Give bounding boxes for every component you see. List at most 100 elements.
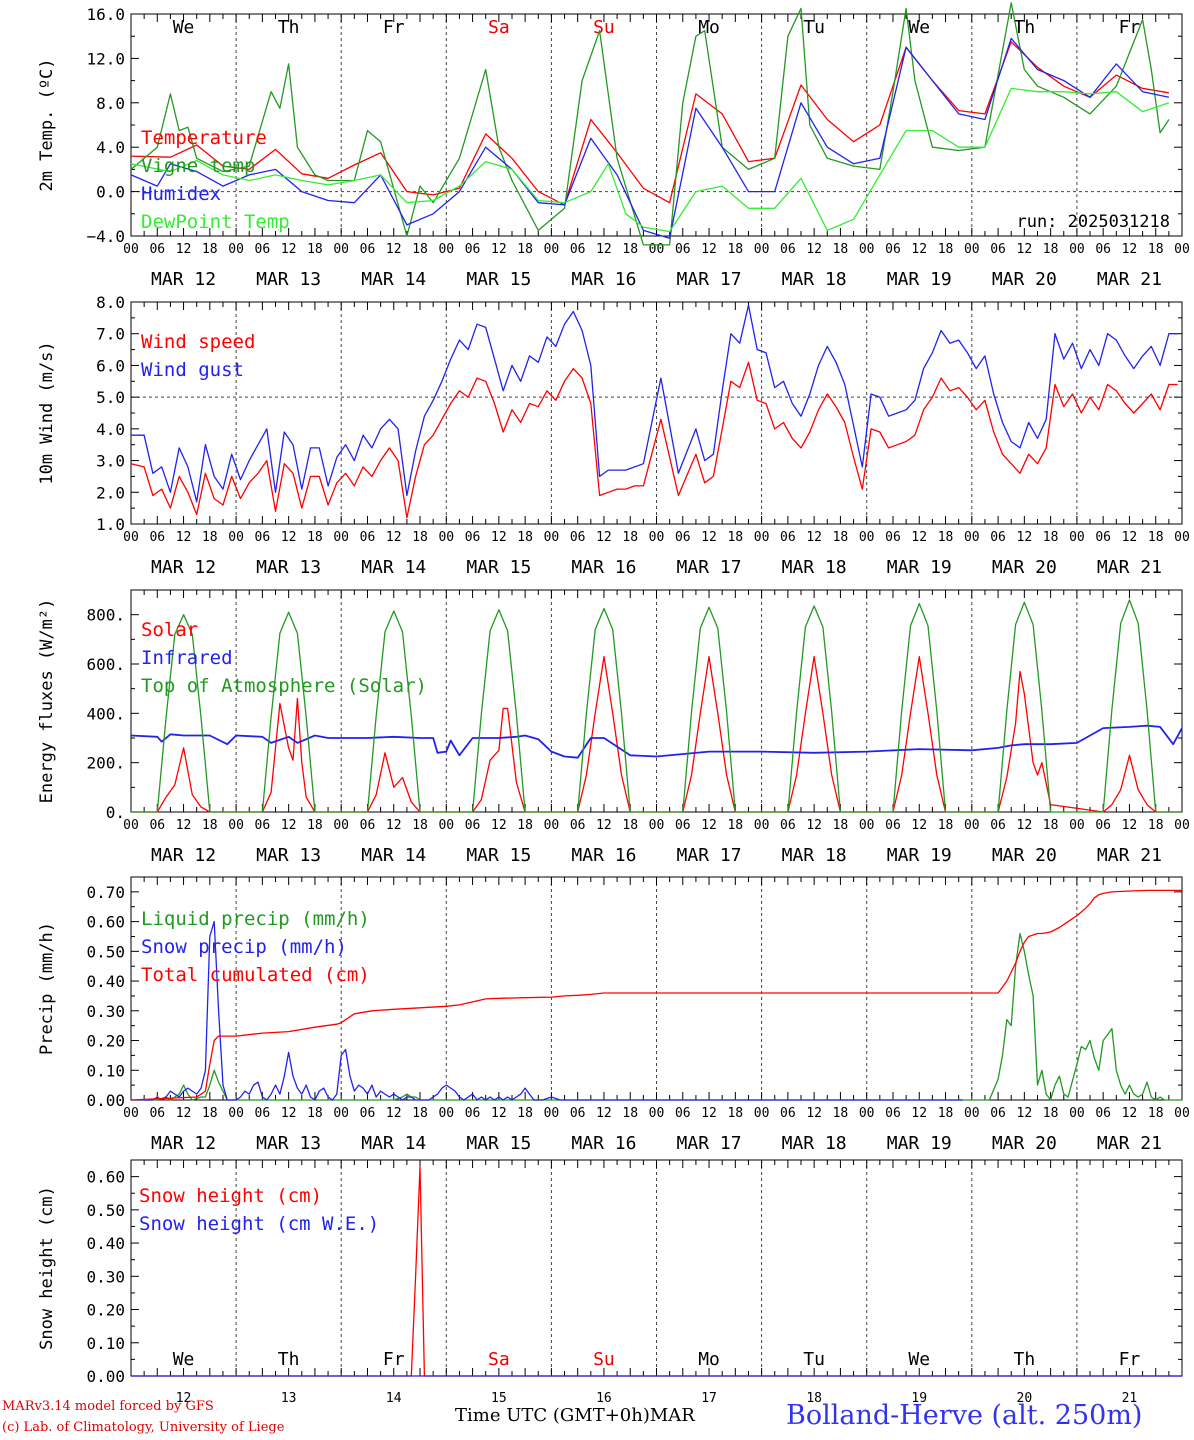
hour-tick-label: 12: [176, 1106, 192, 1121]
hour-tick-label: 06: [990, 530, 1006, 545]
date-label: MAR 16: [571, 557, 636, 578]
series-line-total-cumulated-cm-: [130, 889, 1182, 1101]
hour-tick-label: 00: [228, 818, 244, 833]
y-tick-label: 0.50: [86, 1201, 125, 1220]
date-label: MAR 14: [361, 269, 426, 290]
hour-tick-label: 18: [938, 1106, 954, 1121]
date-label: MAR 12: [151, 557, 216, 578]
day-number-label: 14: [386, 1391, 402, 1406]
y-tick-label: 400.: [86, 704, 125, 723]
hour-tick-label: 00: [123, 1106, 139, 1121]
hour-tick-label: 06: [990, 818, 1006, 833]
weekday-label: Sa: [488, 1349, 510, 1370]
hour-tick-label: 06: [360, 530, 376, 545]
hour-tick-label: 00: [1174, 530, 1190, 545]
date-label: MAR 17: [677, 269, 742, 290]
hour-tick-label: 12: [806, 530, 822, 545]
date-label: MAR 20: [992, 845, 1057, 866]
hour-tick-label: 00: [123, 530, 139, 545]
chart-panel-1: −4.0 0.0 4.0 8.0 12.0 16.0 2m Temp. (ºC) 00 06 12…: [37, 2, 1190, 290]
hour-tick-label: 06: [570, 530, 586, 545]
hour-tick-label: 12: [281, 818, 297, 833]
weekday-label: We: [908, 17, 930, 38]
hour-tick-label: 06: [780, 530, 796, 545]
hour-tick-label: 12: [911, 1106, 927, 1121]
date-label: MAR 16: [571, 1133, 636, 1154]
hour-tick-label: 06: [780, 818, 796, 833]
hour-tick-label: 00: [333, 1106, 349, 1121]
hour-tick-label: 00: [1069, 818, 1085, 833]
hour-tick-label: 00: [438, 530, 454, 545]
date-label: MAR 16: [571, 269, 636, 290]
hour-tick-label: 12: [596, 1106, 612, 1121]
legend-entry: Snow height (cm W.E.): [139, 1213, 379, 1235]
weekday-label: Mo: [698, 17, 720, 38]
legend-entry: Wind gust: [141, 359, 244, 381]
hour-tick-label: 00: [1069, 242, 1085, 257]
station-name: Bolland-Herve (alt. 250m): [786, 1400, 1143, 1431]
hour-tick-label: 18: [622, 1106, 638, 1121]
hour-tick-label: 12: [491, 1106, 507, 1121]
hour-tick-label: 00: [754, 530, 770, 545]
hour-tick-label: 00: [438, 1106, 454, 1121]
y-tick-label: 5.0: [96, 388, 125, 407]
hour-tick-label: 18: [833, 818, 849, 833]
hour-tick-label: 06: [360, 818, 376, 833]
date-label: MAR 13: [256, 557, 321, 578]
hour-tick-label: 12: [281, 242, 297, 257]
weekday-label: Mo: [698, 1349, 720, 1370]
date-label: MAR 14: [361, 557, 426, 578]
hour-tick-label: 00: [228, 242, 244, 257]
hour-tick-label: 06: [1095, 818, 1111, 833]
hour-tick-label: 18: [307, 818, 323, 833]
date-label: MAR 13: [256, 845, 321, 866]
hour-tick-label: 18: [517, 242, 533, 257]
hour-tick-label: 12: [911, 818, 927, 833]
weekday-label: Th: [1014, 17, 1036, 38]
hour-tick-label: 12: [176, 818, 192, 833]
hour-tick-label: 18: [727, 1106, 743, 1121]
date-label: MAR 19: [887, 269, 952, 290]
series-line-temperature: [130, 41, 1170, 206]
chart-panel-5: 0.00 0.10 0.20 0.30 0.40 0.50 0.60 Snow height …: [37, 1159, 1183, 1406]
weekday-label: Fr: [1119, 1349, 1141, 1370]
hour-tick-label: 06: [885, 1106, 901, 1121]
date-label: MAR 19: [887, 1133, 952, 1154]
hour-tick-label: 00: [1174, 242, 1190, 257]
hour-tick-label: 18: [517, 1106, 533, 1121]
y-tick-label: 600.: [86, 655, 125, 674]
legend-entry: Snow height (cm): [139, 1185, 322, 1207]
hour-tick-label: 00: [544, 242, 560, 257]
hour-tick-label: 12: [491, 530, 507, 545]
lab-credit-line: (c) Lab. of Climatology, University of L…: [2, 1420, 285, 1435]
date-label: MAR 16: [571, 845, 636, 866]
date-label: MAR 14: [361, 1133, 426, 1154]
date-label: MAR 13: [256, 1133, 321, 1154]
hour-tick-label: 12: [806, 1106, 822, 1121]
date-label: MAR 13: [256, 269, 321, 290]
date-label: MAR 12: [151, 269, 216, 290]
hour-tick-label: 06: [255, 530, 271, 545]
weekday-label: Th: [278, 17, 300, 38]
hour-tick-label: 06: [465, 242, 481, 257]
hour-tick-label: 12: [386, 242, 402, 257]
legend-entry: Vigne temp: [141, 155, 255, 177]
hour-tick-label: 18: [1148, 818, 1164, 833]
y-axis-label: Energy fluxes (W/m²): [37, 599, 57, 804]
legend-entry: Total cumulated (cm): [141, 964, 370, 986]
date-label: MAR 21: [1097, 845, 1162, 866]
date-label: MAR 18: [782, 845, 847, 866]
day-number-label: 13: [281, 1391, 297, 1406]
y-tick-label: 0.10: [86, 1334, 125, 1353]
hour-tick-label: 12: [701, 1106, 717, 1121]
date-label: MAR 15: [466, 557, 531, 578]
date-label: MAR 15: [466, 269, 531, 290]
day-number-label: 21: [1122, 1391, 1138, 1406]
series-line-snow-precip-mm-h-: [131, 920, 963, 1101]
hour-tick-label: 00: [649, 242, 665, 257]
y-tick-label: 0.20: [86, 1301, 125, 1320]
date-label: MAR 21: [1097, 557, 1162, 578]
hour-tick-label: 18: [517, 530, 533, 545]
y-tick-label: 0.60: [86, 913, 125, 932]
hour-tick-label: 18: [307, 530, 323, 545]
